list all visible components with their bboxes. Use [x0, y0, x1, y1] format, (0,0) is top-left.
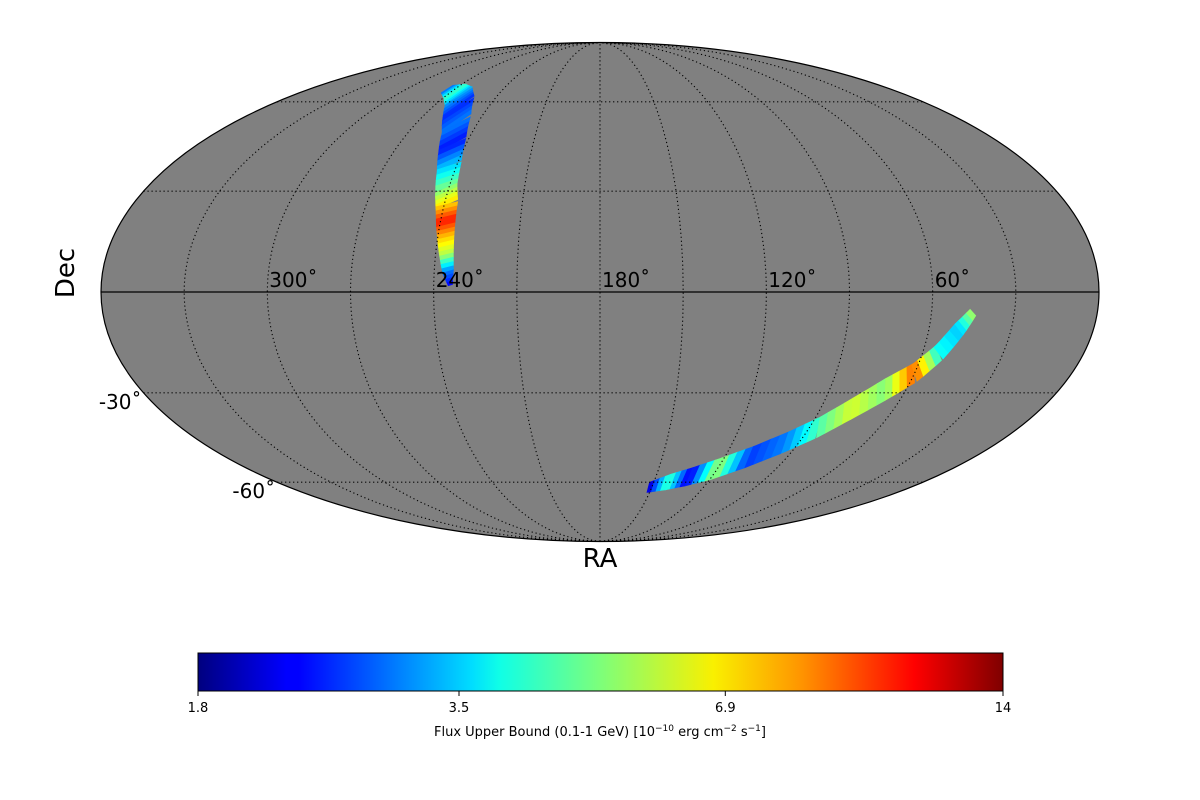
region-1-cell [446, 280, 454, 287]
sky-border [100, 41, 1100, 543]
colorbar-tick-label: 1.8 [188, 701, 209, 716]
graticule [143, 42, 1057, 542]
colorbar-gradient [197, 652, 1004, 692]
y-axis-label: Dec [51, 248, 81, 298]
colorbar-label: Flux Upper Bound (0.1-1 GeV) [10−10 erg … [434, 724, 766, 740]
ra-tick-label: 300˚ [269, 268, 317, 292]
colorbar-ticks: 1.8 3.5 6.9 14 [188, 691, 1012, 716]
meridian-line [599, 42, 767, 542]
ra-tick-label: 180˚ [602, 268, 650, 292]
meridian-line [599, 42, 934, 542]
mollweide-sky-map: 300˚ 240˚ 180˚ 120˚ 60˚ -30˚ -60˚ RA Dec [51, 41, 1100, 574]
colorbar-tick-label: 3.5 [449, 701, 470, 716]
region-2-cell [899, 366, 908, 393]
data-regions [435, 83, 977, 493]
dec-tick-label: -30˚ [99, 390, 142, 414]
colorbar-tick-label: 14 [995, 701, 1012, 716]
region-2-cell [949, 324, 964, 342]
meridian-line [433, 42, 601, 542]
ra-tick-label: 240˚ [436, 268, 484, 292]
ra-tick-label: 60˚ [935, 268, 970, 292]
meridian-line [349, 42, 601, 542]
region-2-cell [884, 374, 894, 402]
meridian-line [266, 42, 601, 542]
x-axis-label: RA [583, 544, 618, 574]
colorbar-tick-label: 6.9 [715, 701, 736, 716]
ra-tick-label: 120˚ [768, 268, 816, 292]
region-2-cell [965, 308, 977, 322]
dec-tick-label: -60˚ [232, 479, 275, 503]
tick-labels: 300˚ 240˚ 180˚ 120˚ 60˚ -30˚ -60˚ [99, 268, 970, 503]
